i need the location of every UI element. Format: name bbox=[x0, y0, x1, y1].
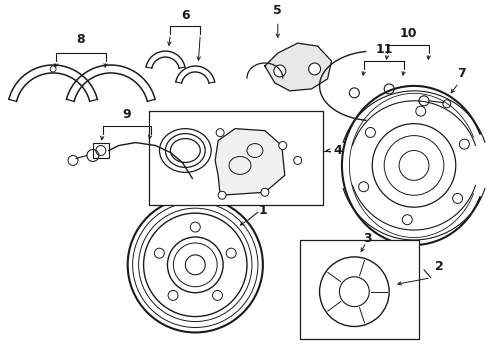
Bar bbox=[148, 111, 322, 205]
Circle shape bbox=[308, 63, 320, 75]
Text: 2: 2 bbox=[434, 260, 442, 273]
Text: 1: 1 bbox=[258, 204, 267, 217]
Polygon shape bbox=[264, 43, 331, 91]
Circle shape bbox=[261, 188, 268, 196]
Text: 8: 8 bbox=[77, 33, 85, 46]
Text: 5: 5 bbox=[273, 4, 282, 17]
Text: 3: 3 bbox=[362, 231, 371, 244]
Text: 6: 6 bbox=[181, 9, 189, 22]
Text: 10: 10 bbox=[399, 27, 416, 40]
Polygon shape bbox=[215, 129, 284, 195]
Text: 7: 7 bbox=[456, 67, 465, 80]
Circle shape bbox=[273, 65, 285, 77]
Circle shape bbox=[293, 157, 301, 165]
Text: 11: 11 bbox=[375, 43, 392, 56]
Bar bbox=[299, 240, 418, 339]
Text: 4: 4 bbox=[332, 144, 341, 157]
Circle shape bbox=[278, 141, 286, 149]
Circle shape bbox=[216, 129, 224, 136]
Bar bbox=[93, 143, 108, 158]
Circle shape bbox=[218, 191, 225, 199]
Text: 9: 9 bbox=[122, 108, 131, 121]
